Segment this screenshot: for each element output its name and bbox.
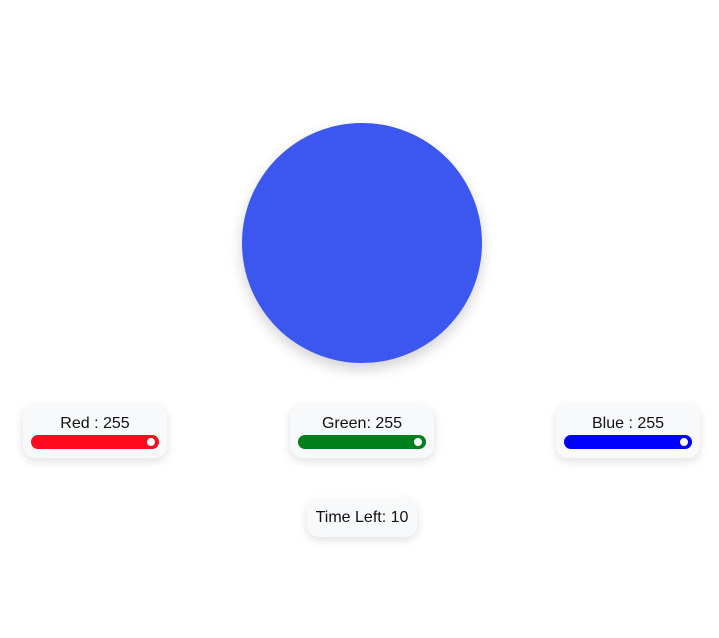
- green-slider-card: Green: 255: [290, 405, 434, 458]
- red-slider-card: Red : 255: [23, 405, 167, 458]
- blue-slider-card: Blue : 255: [556, 405, 700, 458]
- green-slider-label: Green: 255: [321, 415, 403, 432]
- blue-slider-fill: [564, 435, 692, 449]
- red-slider-fill: [31, 435, 159, 449]
- green-slider-thumb[interactable]: [412, 436, 424, 448]
- red-slider-label: Red : 255: [60, 415, 130, 432]
- red-slider-thumb[interactable]: [145, 436, 157, 448]
- blue-slider[interactable]: [564, 435, 692, 449]
- red-slider[interactable]: [31, 435, 159, 449]
- blue-slider-label: Blue : 255: [591, 415, 665, 432]
- time-left-badge: Time Left: 10: [307, 499, 417, 537]
- target-color-circle: [242, 123, 482, 363]
- green-slider-fill: [298, 435, 426, 449]
- blue-slider-thumb[interactable]: [678, 436, 690, 448]
- green-slider[interactable]: [298, 435, 426, 449]
